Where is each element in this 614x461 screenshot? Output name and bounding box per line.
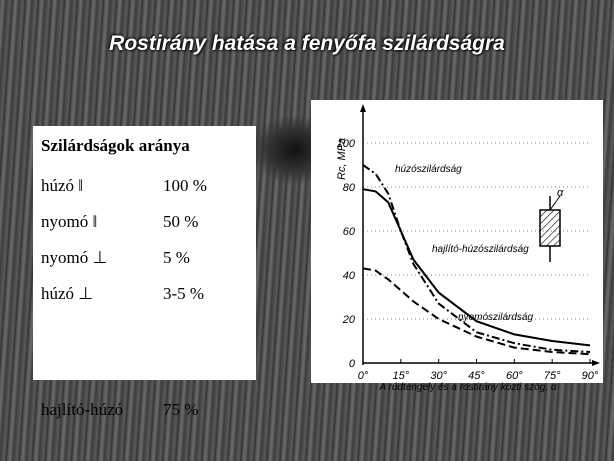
x-tick-label: 90° [582, 370, 599, 382]
specimen-inset [540, 210, 560, 246]
x-tick-label: 30° [430, 370, 447, 382]
y-axis-label: Rc, MPa [336, 138, 348, 180]
y-tick-label: 80 [343, 182, 356, 194]
y-tick-label: 20 [342, 314, 356, 326]
x-tick-label: 75° [544, 370, 561, 382]
y-tick-label: 40 [343, 270, 356, 282]
y-tick-label: 60 [343, 226, 356, 238]
x-axis-label: A rúdtengely és a rostirány közti szög, … [378, 382, 556, 393]
chart: α 0204060801000°15°30°45°60°75°90°Rc, MP… [0, 0, 614, 461]
x-tick-label: 60° [506, 370, 523, 382]
angle-label: α [557, 187, 564, 199]
y-tick-label: 0 [349, 358, 356, 370]
slide: Rostirány hatása a fenyőfa szilárdságra … [0, 0, 614, 461]
x-tick-label: 15° [393, 370, 410, 382]
x-tick-label: 45° [468, 370, 485, 382]
curve-label: hajlító-húzószilárdság [432, 244, 529, 255]
curve-label: húzószilárdság [395, 164, 462, 175]
x-tick-label: 0° [358, 370, 369, 382]
curve-label: nyomószilárdság [458, 312, 533, 323]
